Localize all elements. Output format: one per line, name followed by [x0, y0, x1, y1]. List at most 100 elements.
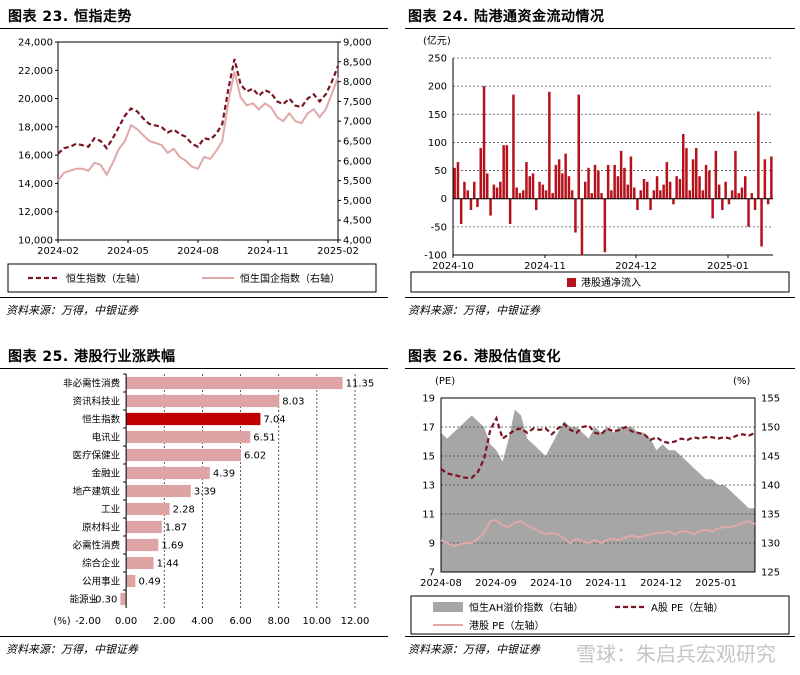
flow-bar — [633, 187, 636, 199]
flow-bar — [704, 164, 708, 199]
panel-title: 图表 24. 陆港通资金流动情况 — [408, 9, 605, 25]
flow-bar — [714, 150, 718, 199]
x-tick-label: 0.00 — [115, 616, 137, 627]
value-label: 11.35 — [346, 379, 375, 390]
sector-label: 地产建筑业 — [73, 486, 121, 498]
x-tick-label: 2025-01 — [707, 261, 749, 272]
flow-bar — [675, 176, 678, 199]
flow-bar — [538, 181, 541, 199]
flow-bar — [574, 198, 577, 233]
x-tick-label: 2024-09 — [475, 578, 517, 589]
flow-bar — [626, 184, 629, 199]
legend-box — [410, 271, 790, 293]
flow-bar — [616, 176, 620, 199]
sector-bar — [126, 394, 280, 408]
flow-bar — [535, 198, 538, 210]
flow-bar — [711, 198, 714, 219]
flow-bar — [505, 145, 509, 199]
flow-bar — [600, 193, 603, 199]
sector-bar — [126, 484, 191, 498]
flow-bar — [476, 198, 479, 208]
sector-bar — [126, 502, 170, 516]
y-tick-label-right: 140 — [761, 481, 780, 492]
sector-label: 电讯业 — [92, 432, 121, 444]
hk-pe-line — [440, 518, 756, 547]
title-rule — [0, 28, 388, 29]
value-label: 6.51 — [253, 433, 275, 444]
legend-label-hsi: 恒生指数（左轴） — [66, 272, 146, 285]
y-tick-label-left: 7 — [429, 568, 435, 579]
y-tick-label-right: 9,000 — [343, 38, 372, 49]
flow-bar — [691, 159, 695, 199]
flow-bar — [495, 187, 499, 199]
legend-label-ape: A股 PE（左轴） — [651, 601, 723, 614]
source-note: 资料来源：万得，中银证券 — [408, 304, 540, 317]
y-tick-label: -100 — [424, 251, 447, 262]
source-note: 资料来源：万得，中银证券 — [6, 643, 138, 656]
sector-bar — [126, 466, 210, 480]
value-label: 1.69 — [161, 541, 183, 552]
panel-hsi: 图表 23. 恒指走势 10,000 12,000 14,000 16,000 18,0… — [0, 0, 388, 330]
x-tick-label: 2024-11 — [524, 261, 566, 272]
flow-bar — [551, 193, 554, 199]
flow-bar — [459, 198, 463, 224]
a-share-pe-line — [440, 415, 756, 479]
y-tick-label: -50 — [431, 222, 447, 233]
flow-bar — [721, 198, 724, 210]
y-tick-label-right: 145 — [761, 452, 780, 463]
flow-bar — [564, 153, 567, 199]
connect-chart: (亿元) -100 -50 0 50 100 150 200 250 2024-10 2024-11… — [410, 34, 790, 293]
flow-bar — [763, 159, 767, 199]
x-tick-label: 2024-12 — [615, 261, 657, 272]
x-tick-label: 2025-01 — [695, 578, 737, 589]
flow-bar — [466, 190, 469, 199]
flow-bar — [717, 184, 721, 199]
flow-bar — [473, 181, 476, 199]
y-tick-label-right: 130 — [761, 539, 780, 550]
y-tick-label-left: 20,000 — [18, 94, 53, 105]
flow-bar — [489, 198, 492, 216]
x-tick-label: 12.00 — [341, 616, 370, 627]
x-tick-label: 2024-11 — [247, 246, 289, 257]
x-tick-label: 2024-08 — [177, 246, 219, 257]
flow-bar — [492, 184, 496, 199]
flow-bar — [522, 190, 525, 199]
flow-bar — [727, 198, 731, 205]
y-tick-label-right: 6,500 — [343, 137, 372, 148]
flow-bar — [750, 193, 753, 199]
flow-bar — [453, 167, 456, 199]
sector-label: 综合企业 — [82, 558, 120, 570]
y-tick-label-right: 8,500 — [343, 57, 372, 68]
y-tick-label-left: 22,000 — [18, 66, 53, 77]
y-tick-label-left: 17 — [422, 423, 435, 434]
value-label: 8.03 — [282, 397, 304, 408]
sector-bar — [126, 574, 136, 588]
flow-bar — [708, 170, 711, 199]
y-tick-label-right: 4,000 — [343, 236, 372, 247]
flow-bar — [747, 198, 750, 227]
flow-bar — [610, 190, 613, 199]
x-tick-label: 2.00 — [153, 616, 175, 627]
flow-bar — [584, 181, 587, 199]
flow-bar — [682, 134, 685, 199]
hscei-line — [57, 71, 339, 182]
sector-label: 恒生指数 — [82, 414, 121, 426]
y-tick-label-right: 4,500 — [343, 216, 372, 227]
flow-bar — [570, 190, 574, 199]
flow-bar — [639, 190, 642, 199]
flow-bar — [557, 159, 561, 199]
flow-bar — [766, 198, 770, 205]
y-tick-label-right: 125 — [761, 568, 780, 579]
y-unit-label: (亿元) — [423, 34, 451, 47]
flow-bar — [512, 94, 515, 199]
flow-bar — [590, 193, 593, 199]
sector-bar — [126, 538, 159, 552]
flow-bar — [629, 156, 633, 199]
title-rule — [405, 368, 795, 369]
flow-bar — [695, 148, 698, 199]
y-tick-label-left: 14,000 — [18, 179, 53, 190]
flow-bar — [603, 198, 607, 253]
y-tick-label-left: 18,000 — [18, 122, 53, 133]
flow-bar — [469, 198, 473, 210]
flow-bar — [515, 187, 518, 199]
